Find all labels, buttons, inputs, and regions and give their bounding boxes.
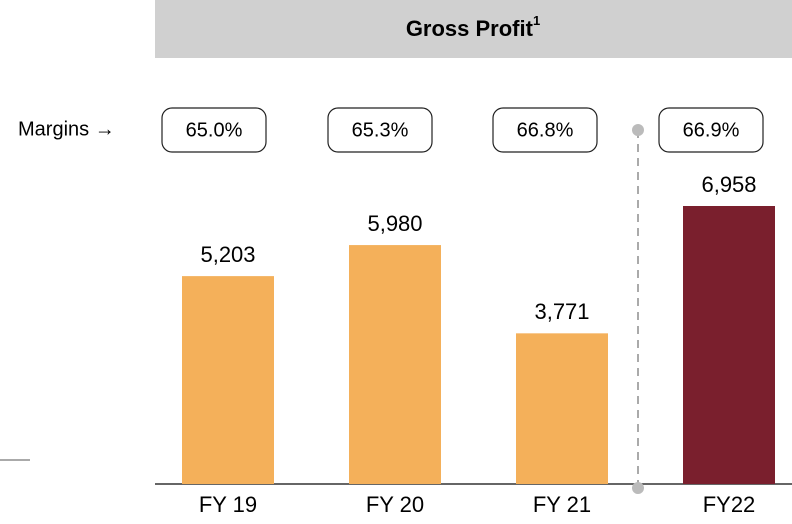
value-label: 6,958 (701, 172, 756, 197)
chart-title: Gross Profit1 (406, 13, 540, 40)
margin-label: 66.9% (683, 119, 740, 141)
title-note: 1 (533, 13, 540, 28)
margins-label: Margins → (18, 118, 115, 140)
value-label: 3,771 (534, 299, 589, 324)
bar (182, 276, 274, 484)
x-tick-label: FY 19 (199, 492, 257, 517)
title-text: Gross Profit (406, 16, 534, 41)
value-label: 5,203 (200, 242, 255, 267)
bar (349, 245, 441, 484)
bar (516, 333, 608, 484)
x-tick-label: FY 21 (533, 492, 591, 517)
x-tick-label: FY22 (703, 492, 756, 517)
value-label: 5,980 (367, 211, 422, 236)
margin-label: 65.3% (352, 119, 409, 141)
divider-dot (632, 124, 644, 136)
margin-label: 65.0% (186, 119, 243, 141)
chart: Gross Profit1 Margins → 5,203 FY 19 5,980 F… (0, 0, 792, 524)
margin-label: 66.8% (517, 119, 574, 141)
x-tick-label: FY 20 (366, 492, 424, 517)
divider-dot (632, 482, 644, 494)
bar (683, 206, 775, 484)
